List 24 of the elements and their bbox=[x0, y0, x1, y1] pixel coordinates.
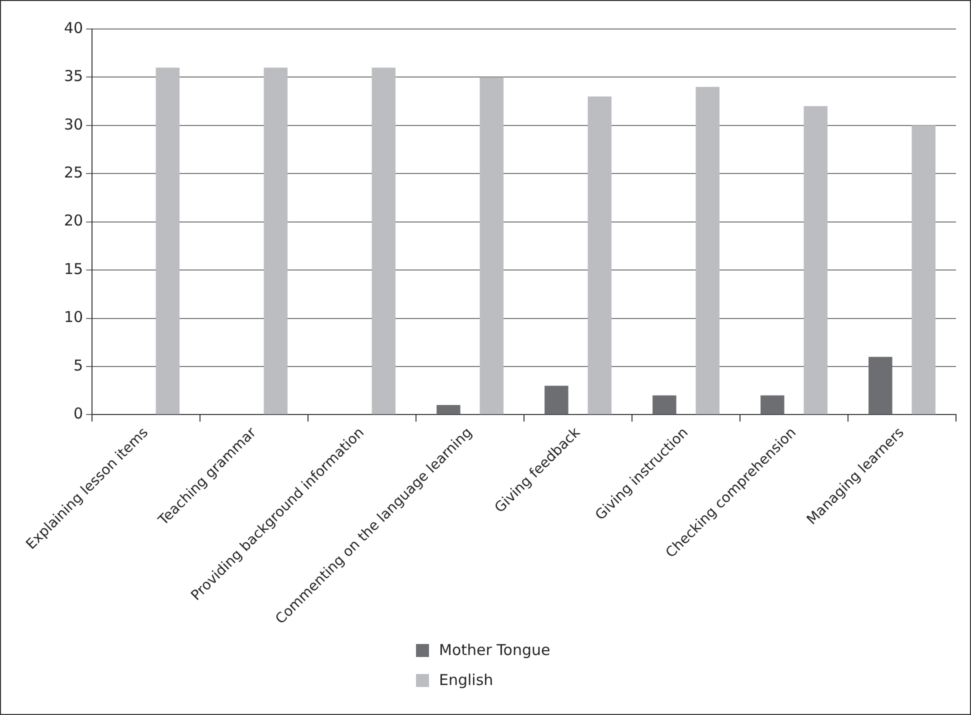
y-tick-label: 25 bbox=[64, 164, 84, 182]
bar bbox=[436, 405, 460, 414]
bar bbox=[588, 96, 612, 414]
y-tick-label: 15 bbox=[64, 260, 84, 278]
y-tick-label: 30 bbox=[64, 115, 84, 134]
bar bbox=[804, 106, 828, 414]
y-tick-label: 20 bbox=[64, 212, 84, 230]
y-tick-label: 5 bbox=[74, 356, 84, 374]
bar bbox=[696, 86, 720, 414]
bar bbox=[156, 68, 180, 414]
legend-label: Mother Tongue bbox=[439, 641, 550, 659]
legend-label: English bbox=[439, 671, 494, 689]
bar bbox=[868, 356, 892, 414]
bar bbox=[264, 68, 288, 414]
y-tick-label: 10 bbox=[64, 308, 84, 326]
y-tick-label: 40 bbox=[64, 18, 84, 37]
y-tick-label: 35 bbox=[64, 67, 84, 86]
bar bbox=[652, 395, 676, 414]
bar bbox=[480, 77, 504, 414]
bar bbox=[544, 386, 568, 414]
bar bbox=[372, 68, 396, 414]
y-tick-label: 0 bbox=[74, 404, 84, 423]
bar bbox=[760, 395, 784, 414]
bar bbox=[912, 125, 936, 414]
